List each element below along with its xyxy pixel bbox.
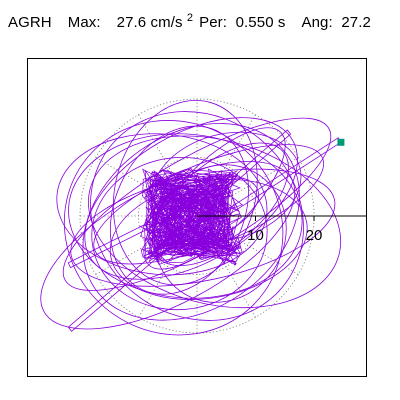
grid-spoke-330	[196, 215, 299, 275]
grid-spoke-300	[196, 215, 256, 318]
max-label: Max:	[67, 14, 101, 31]
trace-loop-8	[112, 99, 258, 286]
radial-tick-label-10: 10	[247, 227, 264, 244]
motion-trace-group	[40, 99, 342, 336]
grid-spoke-210	[95, 215, 198, 275]
angle-label: Ang:	[301, 14, 333, 31]
max-unit: cm/s	[150, 14, 183, 31]
grid-spoke-120	[138, 114, 198, 217]
trace-loop-18	[68, 133, 303, 299]
station-code: AGRH	[8, 14, 52, 31]
chart-header: AGRH Max: 27.6 cm/s 2 Per: 0.550 s Ang: 27.2	[8, 12, 371, 32]
trace-spike-4	[208, 129, 292, 203]
grid-spoke-60	[196, 114, 256, 217]
max-value: 27.6	[116, 14, 147, 31]
trace-loop-11	[90, 111, 304, 321]
trace-spike-2	[67, 229, 186, 332]
trace-loop-4	[84, 117, 298, 280]
grid-spoke-240	[138, 215, 198, 318]
period-label: Per:	[199, 14, 228, 31]
peak-marker-group	[337, 138, 345, 146]
trace-spike-3	[67, 210, 174, 269]
plot-frame	[27, 58, 367, 377]
angle-value: 27.2	[341, 14, 371, 31]
trace-core	[139, 167, 244, 266]
trace-loop-6	[63, 120, 284, 336]
peak-marker	[337, 138, 345, 146]
trace-loop-20	[82, 123, 300, 321]
trace-loop-19	[143, 127, 286, 270]
radial-tick-label-20: 20	[306, 227, 323, 244]
radial-axis: 10 20	[197, 215, 366, 244]
max-unit-exponent: 2	[186, 12, 194, 24]
period-value: 0.550 s	[235, 14, 286, 31]
trace-loop-13	[91, 157, 268, 311]
grid-spoke-150	[95, 157, 198, 217]
grid-spoke-30	[196, 157, 299, 217]
